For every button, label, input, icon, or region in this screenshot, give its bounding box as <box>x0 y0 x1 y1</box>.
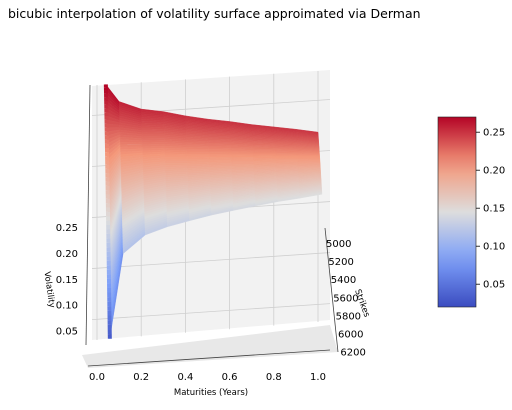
x-axis-line <box>87 349 331 367</box>
x-tick-label: 1.0 <box>310 372 326 383</box>
y-tick-label: 5000 <box>326 239 351 250</box>
x-tick-label: 0.8 <box>266 372 282 383</box>
surface-patch <box>186 152 210 155</box>
colorbar-tick-label: 0.15 <box>483 204 505 215</box>
grid-line-z <box>91 252 331 269</box>
y-tick-label: 6200 <box>340 348 365 359</box>
surface-patch <box>208 149 232 152</box>
x-tick-label: 0.0 <box>89 372 105 383</box>
z-axis-label: Volatility <box>41 271 56 309</box>
y-tick-label: 5600 <box>333 293 358 304</box>
colorbar-tick-label: 0.05 <box>483 280 505 291</box>
z-tick-label: 0.15 <box>56 275 78 286</box>
z-axis-line <box>85 84 91 346</box>
colorbar <box>437 116 477 308</box>
z-axis-ticks: 0.05 0.10 0.15 0.20 0.25 <box>56 223 78 338</box>
colorbar-ticks: 0.05 0.10 0.15 0.20 0.25 <box>476 128 505 291</box>
colorbar-tick-label: 0.10 <box>483 242 505 253</box>
x-tick-label: 0.6 <box>222 372 238 383</box>
surface-patch <box>164 157 188 160</box>
x-tick-label: 0.2 <box>133 372 149 383</box>
x-tick-label: 0.4 <box>177 372 193 383</box>
z-tick-label: 0.10 <box>56 301 78 312</box>
surface-patch <box>141 136 165 139</box>
colorbar-tick-label: 0.25 <box>483 128 505 139</box>
y-tick-label: 5400 <box>331 275 356 286</box>
y-tick-label: 6000 <box>338 330 363 341</box>
grid-line-z <box>91 303 331 320</box>
x-axis-label: Maturities (Years) <box>174 388 248 398</box>
floor-pane <box>82 325 338 368</box>
y-axis-line <box>324 227 339 353</box>
colorbar-tick-label: 0.20 <box>483 166 505 177</box>
y-tick-label: 5200 <box>328 257 353 268</box>
z-tick-label: 0.20 <box>56 249 78 260</box>
volatility-surface <box>103 83 323 339</box>
axes-lines <box>85 84 339 367</box>
z-tick-label: 0.05 <box>56 327 78 338</box>
chart-title: bicubic interpolation of volatility surf… <box>8 6 421 21</box>
surface-patch <box>120 141 143 145</box>
surface-patch <box>299 192 323 199</box>
x-axis-ticks: 0.0 0.2 0.4 0.6 0.8 1.0 <box>89 372 326 383</box>
y-axis-ticks: 5000 5200 5400 5600 5800 6000 6200 <box>326 239 366 359</box>
y-tick-label: 5800 <box>336 311 361 322</box>
z-tick-label: 0.25 <box>56 223 78 234</box>
